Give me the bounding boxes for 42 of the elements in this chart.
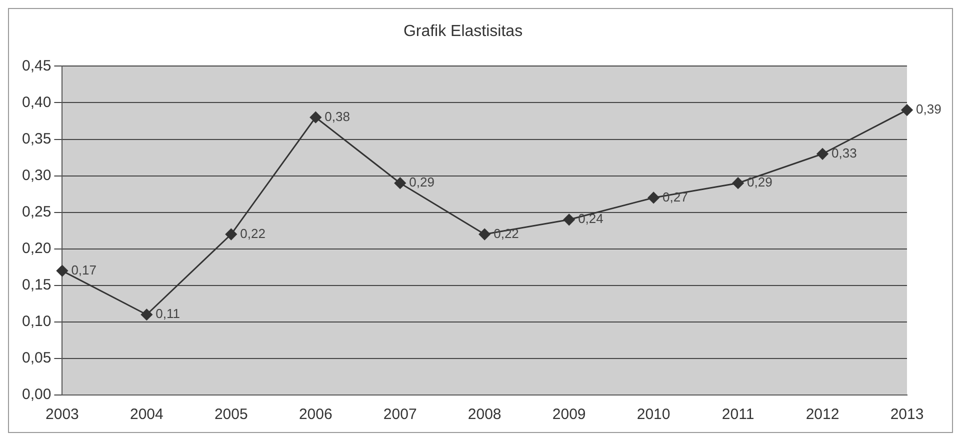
y-tick-label: 0,05 bbox=[22, 350, 52, 367]
point bbox=[478, 228, 490, 240]
x-tick-label: 2007 bbox=[383, 406, 417, 424]
data-label: 0,17 bbox=[71, 262, 97, 278]
data-label: 0,11 bbox=[156, 306, 180, 322]
y-tick-label: 0,35 bbox=[22, 130, 52, 148]
point bbox=[563, 214, 575, 226]
y-tick-label: 0,25 bbox=[22, 203, 52, 220]
data-label: 0,22 bbox=[240, 226, 266, 241]
point bbox=[901, 104, 913, 116]
y-tick-label: 0,15 bbox=[22, 276, 52, 294]
data-label: 0,38 bbox=[324, 108, 350, 124]
point bbox=[310, 112, 322, 124]
data-label: 0,24 bbox=[578, 211, 604, 226]
x-tick-label: 2010 bbox=[636, 406, 670, 424]
y-tick-label: 0,20 bbox=[22, 240, 52, 258]
point bbox=[816, 148, 828, 160]
data-label: 0,29 bbox=[409, 174, 434, 190]
data-label: 0,29 bbox=[747, 174, 772, 190]
x-tick-label: 2008 bbox=[468, 406, 502, 424]
x-tick-label: 2012 bbox=[806, 406, 840, 424]
y-tick-label: 0,00 bbox=[22, 386, 52, 404]
x-tick-label: 2006 bbox=[298, 406, 332, 424]
y-tick-label: 0,45 bbox=[22, 57, 52, 74]
y-tick-label: 0,10 bbox=[22, 313, 52, 330]
y-tick-label: 0,40 bbox=[22, 94, 52, 111]
chart-title: Grafik Elastisitas bbox=[403, 23, 523, 40]
x-tick-label: 2013 bbox=[890, 406, 924, 424]
point bbox=[648, 192, 660, 204]
x-tick-label: 2011 bbox=[722, 406, 754, 424]
x-tick-label: 2009 bbox=[552, 406, 586, 424]
y-tick-label: 0,30 bbox=[22, 166, 52, 184]
point bbox=[394, 177, 406, 189]
x-tick-label: 2003 bbox=[46, 406, 79, 424]
data-label: 0,39 bbox=[916, 102, 942, 117]
point bbox=[225, 228, 237, 240]
data-label: 0,33 bbox=[832, 145, 857, 160]
point bbox=[732, 177, 744, 189]
point bbox=[56, 265, 68, 277]
point bbox=[140, 308, 152, 320]
x-tick-label: 2004 bbox=[130, 406, 164, 424]
x-tick-label: 2005 bbox=[214, 406, 248, 424]
